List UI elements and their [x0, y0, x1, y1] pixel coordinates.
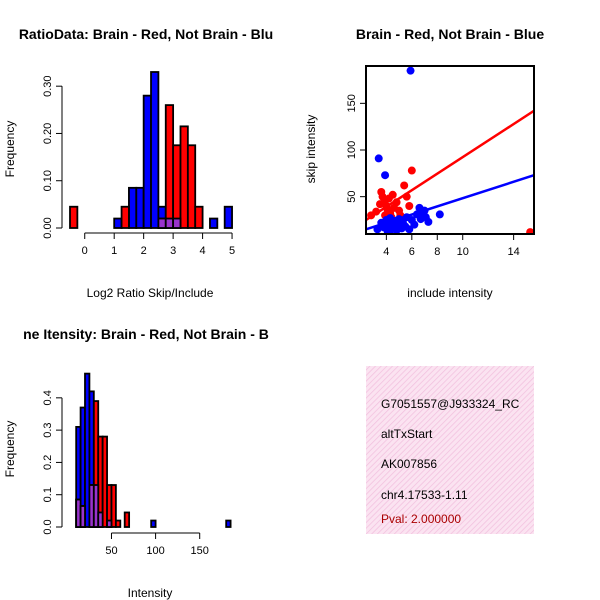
chart3-bar-brain [101, 435, 108, 528]
chart3-xlabel: Intensity [128, 586, 173, 600]
chart2-point-brain [407, 166, 416, 175]
chart1-x-tick-label: 5 [229, 245, 235, 257]
chart2-title: Brain - Red, Not Brain - Blue [356, 26, 544, 42]
chart-intensity-histogram: ne Itensity: Brain - Red, Not Brain - B … [3, 326, 269, 600]
chart1-xlabel: Log2 Ratio Skip/Include [87, 286, 214, 300]
chart1-y-tick-label: 0.30 [42, 75, 54, 96]
chart3-title: ne Itensity: Brain - Red, Not Brain - B [23, 326, 269, 342]
chart3-y-tick-label: 0.1 [42, 487, 54, 502]
chart2-point-not-brain [435, 210, 444, 219]
chart2-xlabel: include intensity [407, 286, 492, 300]
chart2-x-tick-label: 10 [457, 246, 469, 258]
chart1-x-tick-label: 0 [82, 245, 88, 257]
chart1-bar-brain [172, 144, 182, 229]
chart1-x-tick-label: 1 [111, 245, 117, 257]
chart2-point-brain [400, 181, 409, 190]
chart-scatter: Brain - Red, Not Brain - Blue include in… [304, 26, 544, 300]
chart1-y-tick-label: 0.00 [42, 217, 54, 238]
chart1-title: RatioData: Brain - Red, Not Brain - Blu [19, 26, 273, 42]
chart3-bar-not-brain [225, 519, 232, 528]
chart1-bar-brain [120, 205, 130, 229]
chart1-bar-not-brain [128, 186, 138, 229]
chart1-bar-not-brain [209, 217, 219, 229]
chart3-ylabel: Frequency [3, 421, 17, 478]
chart2-point-brain [388, 190, 397, 199]
chart2-x-tick-label: 14 [508, 246, 520, 258]
chart3-y-tick-label: 0.0 [42, 519, 54, 534]
chart1-y-tick-label: 0.10 [42, 170, 54, 191]
info-pval: Pval: 2.000000 [381, 512, 461, 526]
chart1-bar-overlap [157, 217, 167, 229]
chart1-x-tick-label: 2 [141, 245, 147, 257]
chart3-bar-overlap [97, 511, 104, 528]
chart3-x-tick-label: 100 [146, 545, 164, 557]
chart2-point-not-brain [406, 66, 415, 75]
chart2-plot-area [366, 66, 534, 234]
chart1-bar-overlap [172, 217, 182, 229]
info-gene-id: G7051557@J933324_RC [381, 397, 520, 411]
chart1-bar-not-brain [135, 186, 145, 229]
info-event-type: altTxStart [381, 427, 433, 441]
chart3-y-tick-label: 0.3 [42, 422, 54, 437]
chart1-bar-not-brain [113, 217, 123, 229]
chart3-x-tick-label: 50 [105, 545, 117, 557]
info-panel-background [366, 366, 534, 534]
chart1-x-tick-label: 3 [170, 245, 176, 257]
chart1-bar-brain [186, 144, 197, 229]
chart2-x-tick-label: 6 [409, 246, 415, 258]
chart2-fit-line-brain [366, 109, 534, 222]
chart1-x-tick-label: 4 [200, 245, 206, 257]
chart3-bar-not-brain [150, 519, 157, 528]
chart2-point-brain [405, 202, 414, 210]
chart-ratio-histogram: RatioData: Brain - Red, Not Brain - Blu … [3, 26, 273, 300]
chart1-bar-not-brain [150, 71, 160, 229]
chart1-ylabel: Frequency [3, 121, 17, 178]
chart2-point-not-brain [374, 154, 383, 163]
chart2-x-tick-label: 8 [434, 246, 440, 258]
info-location: chr4.17533-1.11 [381, 488, 468, 502]
chart2-fit-line-not-brain [366, 174, 534, 231]
chart1-bar-overlap [164, 217, 175, 229]
chart3-x-tick-label: 150 [191, 545, 209, 557]
chart1-bar-brain [194, 205, 204, 229]
info-panel: G7051557@J933324_RC altTxStart AK007856 … [366, 366, 534, 534]
chart3-y-tick-label: 0.4 [42, 390, 54, 405]
chart2-x-tick-label: 4 [383, 246, 389, 258]
chart2-ylabel: skip intensity [304, 115, 318, 184]
chart2-point-not-brain [405, 225, 414, 234]
chart1-bar-brain [179, 125, 189, 229]
chart2-y-tick-label: 150 [346, 94, 358, 112]
chart3-bar-overlap [92, 484, 100, 528]
chart1-bar-brain [69, 205, 79, 229]
chart1-bar-not-brain [142, 94, 152, 229]
chart1-y-tick-label: 0.20 [42, 123, 54, 144]
chart1-bar-brain [164, 104, 175, 229]
info-accession: AK007856 [381, 457, 437, 471]
chart2-y-tick-label: 100 [346, 141, 358, 159]
chart3-bar-brain [123, 511, 131, 528]
chart1-bar-not-brain [223, 205, 233, 229]
chart2-y-tick-label: 50 [346, 191, 358, 203]
chart3-y-tick-label: 0.2 [42, 455, 54, 470]
chart2-point-not-brain [424, 217, 433, 226]
chart3-bar-brain [114, 519, 122, 528]
chart2-point-not-brain [381, 171, 390, 180]
chart3-bar-overlap [79, 505, 86, 528]
chart3-bar-brain [110, 484, 117, 528]
chart2-point-brain [526, 228, 534, 234]
chart2-point-not-brain [410, 220, 419, 229]
chart3-bar-overlap [106, 519, 113, 528]
